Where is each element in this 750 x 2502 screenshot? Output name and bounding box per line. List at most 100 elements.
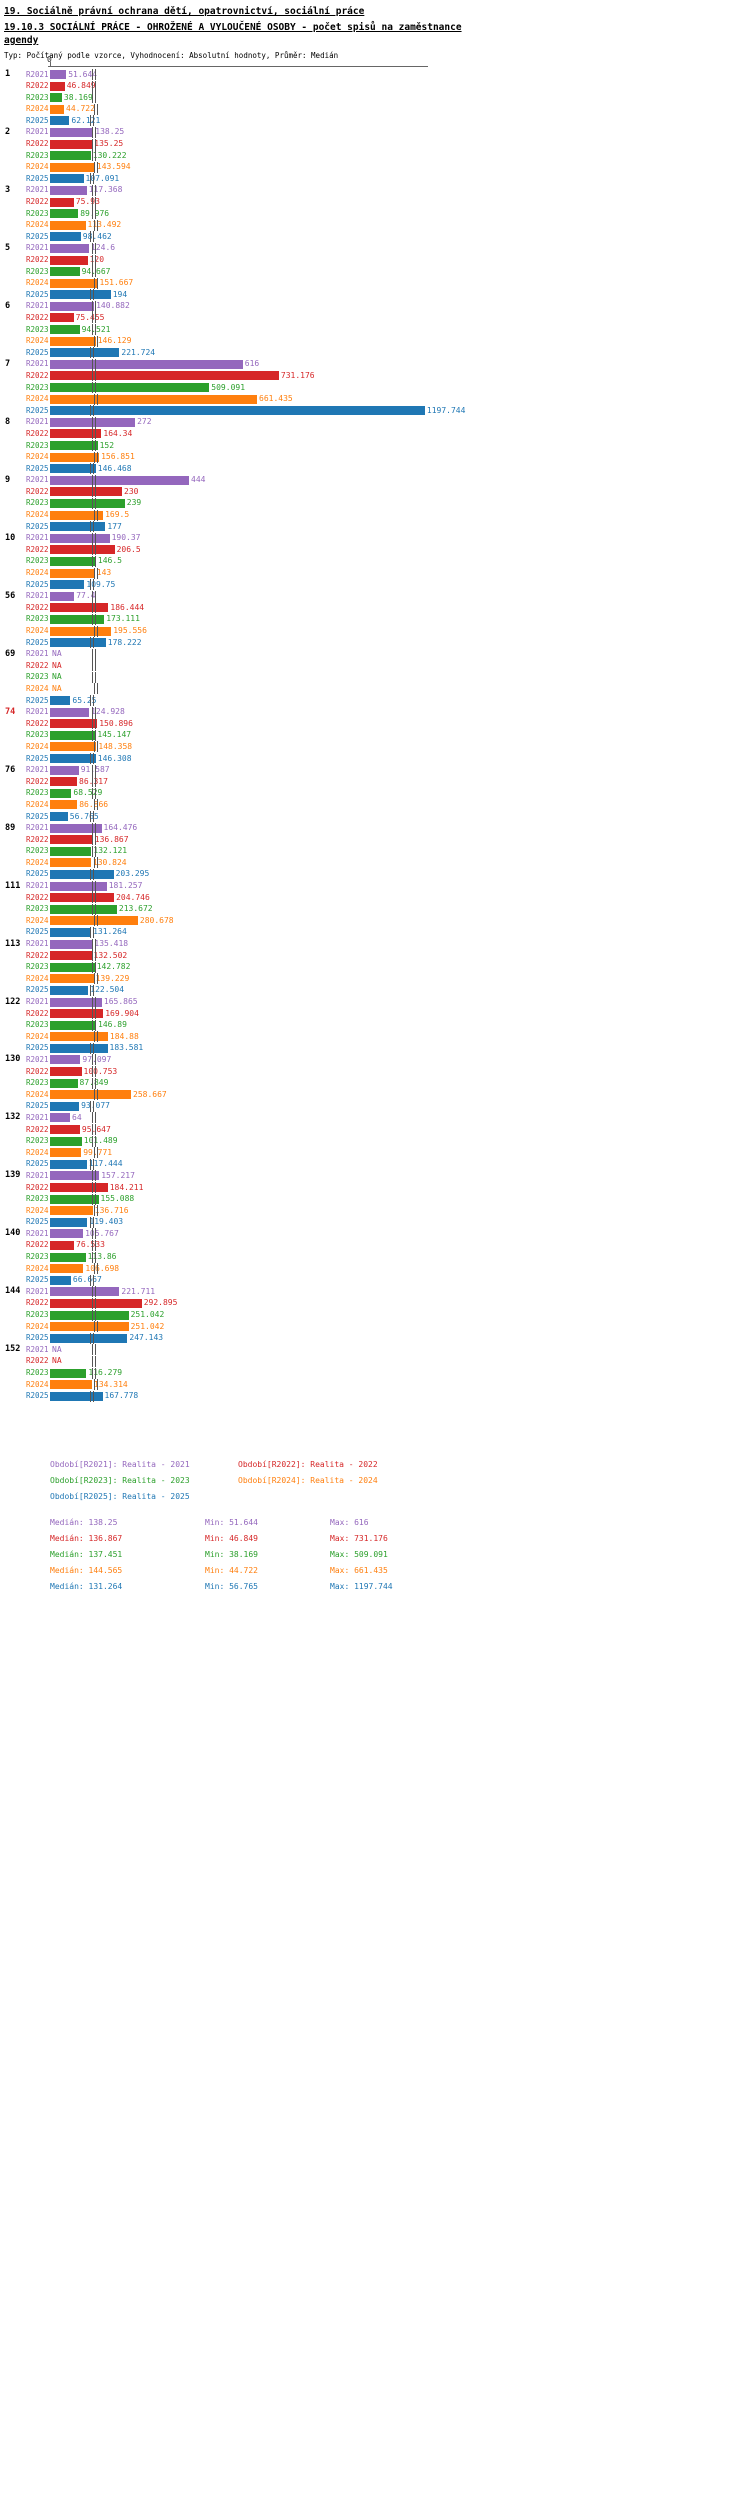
median-marker <box>92 300 94 312</box>
bar-value-label: 151.667 <box>99 278 134 288</box>
bar-row: R2023 173.111 <box>0 613 750 625</box>
bar-value-label: 157.217 <box>101 1170 135 1180</box>
median-marker <box>95 880 97 892</box>
bar <box>50 1391 103 1401</box>
stats-min: Min: 56.765 <box>205 1582 258 1591</box>
bar-value-label: 117.444 <box>88 1159 123 1169</box>
median-marker <box>91 1182 93 1193</box>
median-marker <box>94 486 96 498</box>
median-marker <box>97 277 99 289</box>
series-label: R2023 <box>26 730 49 740</box>
median-marker <box>94 428 96 440</box>
bar-value-label: 251.042 <box>130 1310 165 1320</box>
bar <box>50 974 94 984</box>
bar <box>50 696 71 706</box>
median-marker <box>97 857 99 869</box>
series-label: R2024 <box>26 1205 49 1215</box>
median-marker <box>95 1170 97 1182</box>
median-marker <box>90 405 92 417</box>
bar-value-label: 186.444 <box>110 602 145 612</box>
median-marker <box>95 69 97 80</box>
bar-value-label: 106.698 <box>85 1263 120 1273</box>
series-label: R2021 <box>26 533 49 543</box>
bar <box>50 1206 93 1216</box>
median-marker <box>95 208 96 220</box>
bar <box>50 1322 129 1332</box>
median-marker <box>93 1390 95 1402</box>
series-label: R2022 <box>26 892 49 902</box>
bar <box>50 765 79 775</box>
median-marker <box>92 266 93 278</box>
median-marker <box>92 150 93 162</box>
median-marker <box>91 544 93 556</box>
series-label: R2022 <box>26 1298 49 1308</box>
bar-row: R2023 142.782 <box>0 961 750 973</box>
bar-group: 1 R2021 51.644 R2022 46.849 R2023 38.169 R2024 4… <box>0 69 750 127</box>
bar-row: R2025 107.091 <box>0 173 750 185</box>
median-marker <box>92 532 94 544</box>
median-marker <box>90 1042 92 1054</box>
series-label: R2021 <box>26 1054 49 1064</box>
bar-group: 56 R2021 77.4 R2022 186.444 R2023 173.111 R2024… <box>0 590 750 649</box>
bar <box>50 858 91 868</box>
title-line-1: 19. Sociálně právní ochrana dětí, opatro… <box>4 6 365 17</box>
bar <box>50 881 107 891</box>
bar <box>50 162 95 172</box>
bar-row: R2022 NA <box>0 1355 750 1367</box>
bar-row: R2021 117.368 <box>0 184 750 196</box>
median-marker <box>94 277 96 289</box>
group-label: 2 <box>5 126 11 137</box>
bar-value-label: 145.147 <box>97 730 132 740</box>
median-marker <box>97 335 99 347</box>
median-marker <box>95 961 96 973</box>
median-marker <box>93 405 95 417</box>
bar-value-label: 75.93 <box>75 197 100 207</box>
series-label: R2025 <box>26 927 49 937</box>
bar-value-label: 230 <box>124 486 139 496</box>
median-marker <box>94 1263 96 1275</box>
median-marker <box>92 845 93 857</box>
bar <box>50 754 96 764</box>
bar-row: R2021 77.4 <box>0 590 750 602</box>
bar <box>50 1287 120 1297</box>
bar-row: R2025 66.667 <box>0 1274 750 1286</box>
bar-row: R2021 444 <box>0 474 750 486</box>
bar-row: R2021 91.587 <box>0 764 750 776</box>
bar <box>50 406 425 416</box>
median-marker <box>94 834 96 846</box>
median-marker <box>91 254 93 266</box>
bar <box>50 997 102 1007</box>
bar-row: R2021 105.767 <box>0 1228 750 1240</box>
bar-row: R2023 113.86 <box>0 1251 750 1263</box>
bar <box>50 1368 87 1378</box>
bar-row: R2024 280.678 <box>0 915 750 927</box>
median-marker <box>95 1019 96 1031</box>
series-label: R2024 <box>26 741 49 751</box>
median-marker <box>90 347 92 359</box>
bar <box>50 835 93 845</box>
median-marker <box>92 822 94 834</box>
bar-row: R2025 247.143 <box>0 1332 750 1344</box>
median-marker <box>94 741 96 753</box>
series-label: R2024 <box>26 1263 49 1273</box>
series-label: R2025 <box>26 231 49 241</box>
median-marker <box>93 1332 95 1344</box>
stats-max: Max: 731.176 <box>330 1534 388 1543</box>
series-label: R2023 <box>26 904 49 914</box>
bar-row: R2024 148.358 <box>0 741 750 753</box>
bar-row: R2023 251.042 <box>0 1309 750 1321</box>
median-marker <box>92 961 93 973</box>
median-marker <box>92 474 94 486</box>
bar <box>50 313 74 323</box>
median-marker <box>95 497 96 509</box>
stats-row: Medián: 137.451 Min: 38.169 Max: 509.091 <box>50 1550 393 1566</box>
bar <box>50 1032 108 1042</box>
series-label: R2022 <box>26 255 49 264</box>
bar-value-label: 1197.744 <box>426 405 466 415</box>
bar-value-label: 146.89 <box>98 1020 127 1030</box>
series-label: R2022 <box>26 139 49 149</box>
series-label: R2021 <box>26 1344 49 1354</box>
median-marker <box>95 382 96 394</box>
bar-row: R2024 258.667 <box>0 1089 750 1101</box>
bar <box>50 174 84 184</box>
